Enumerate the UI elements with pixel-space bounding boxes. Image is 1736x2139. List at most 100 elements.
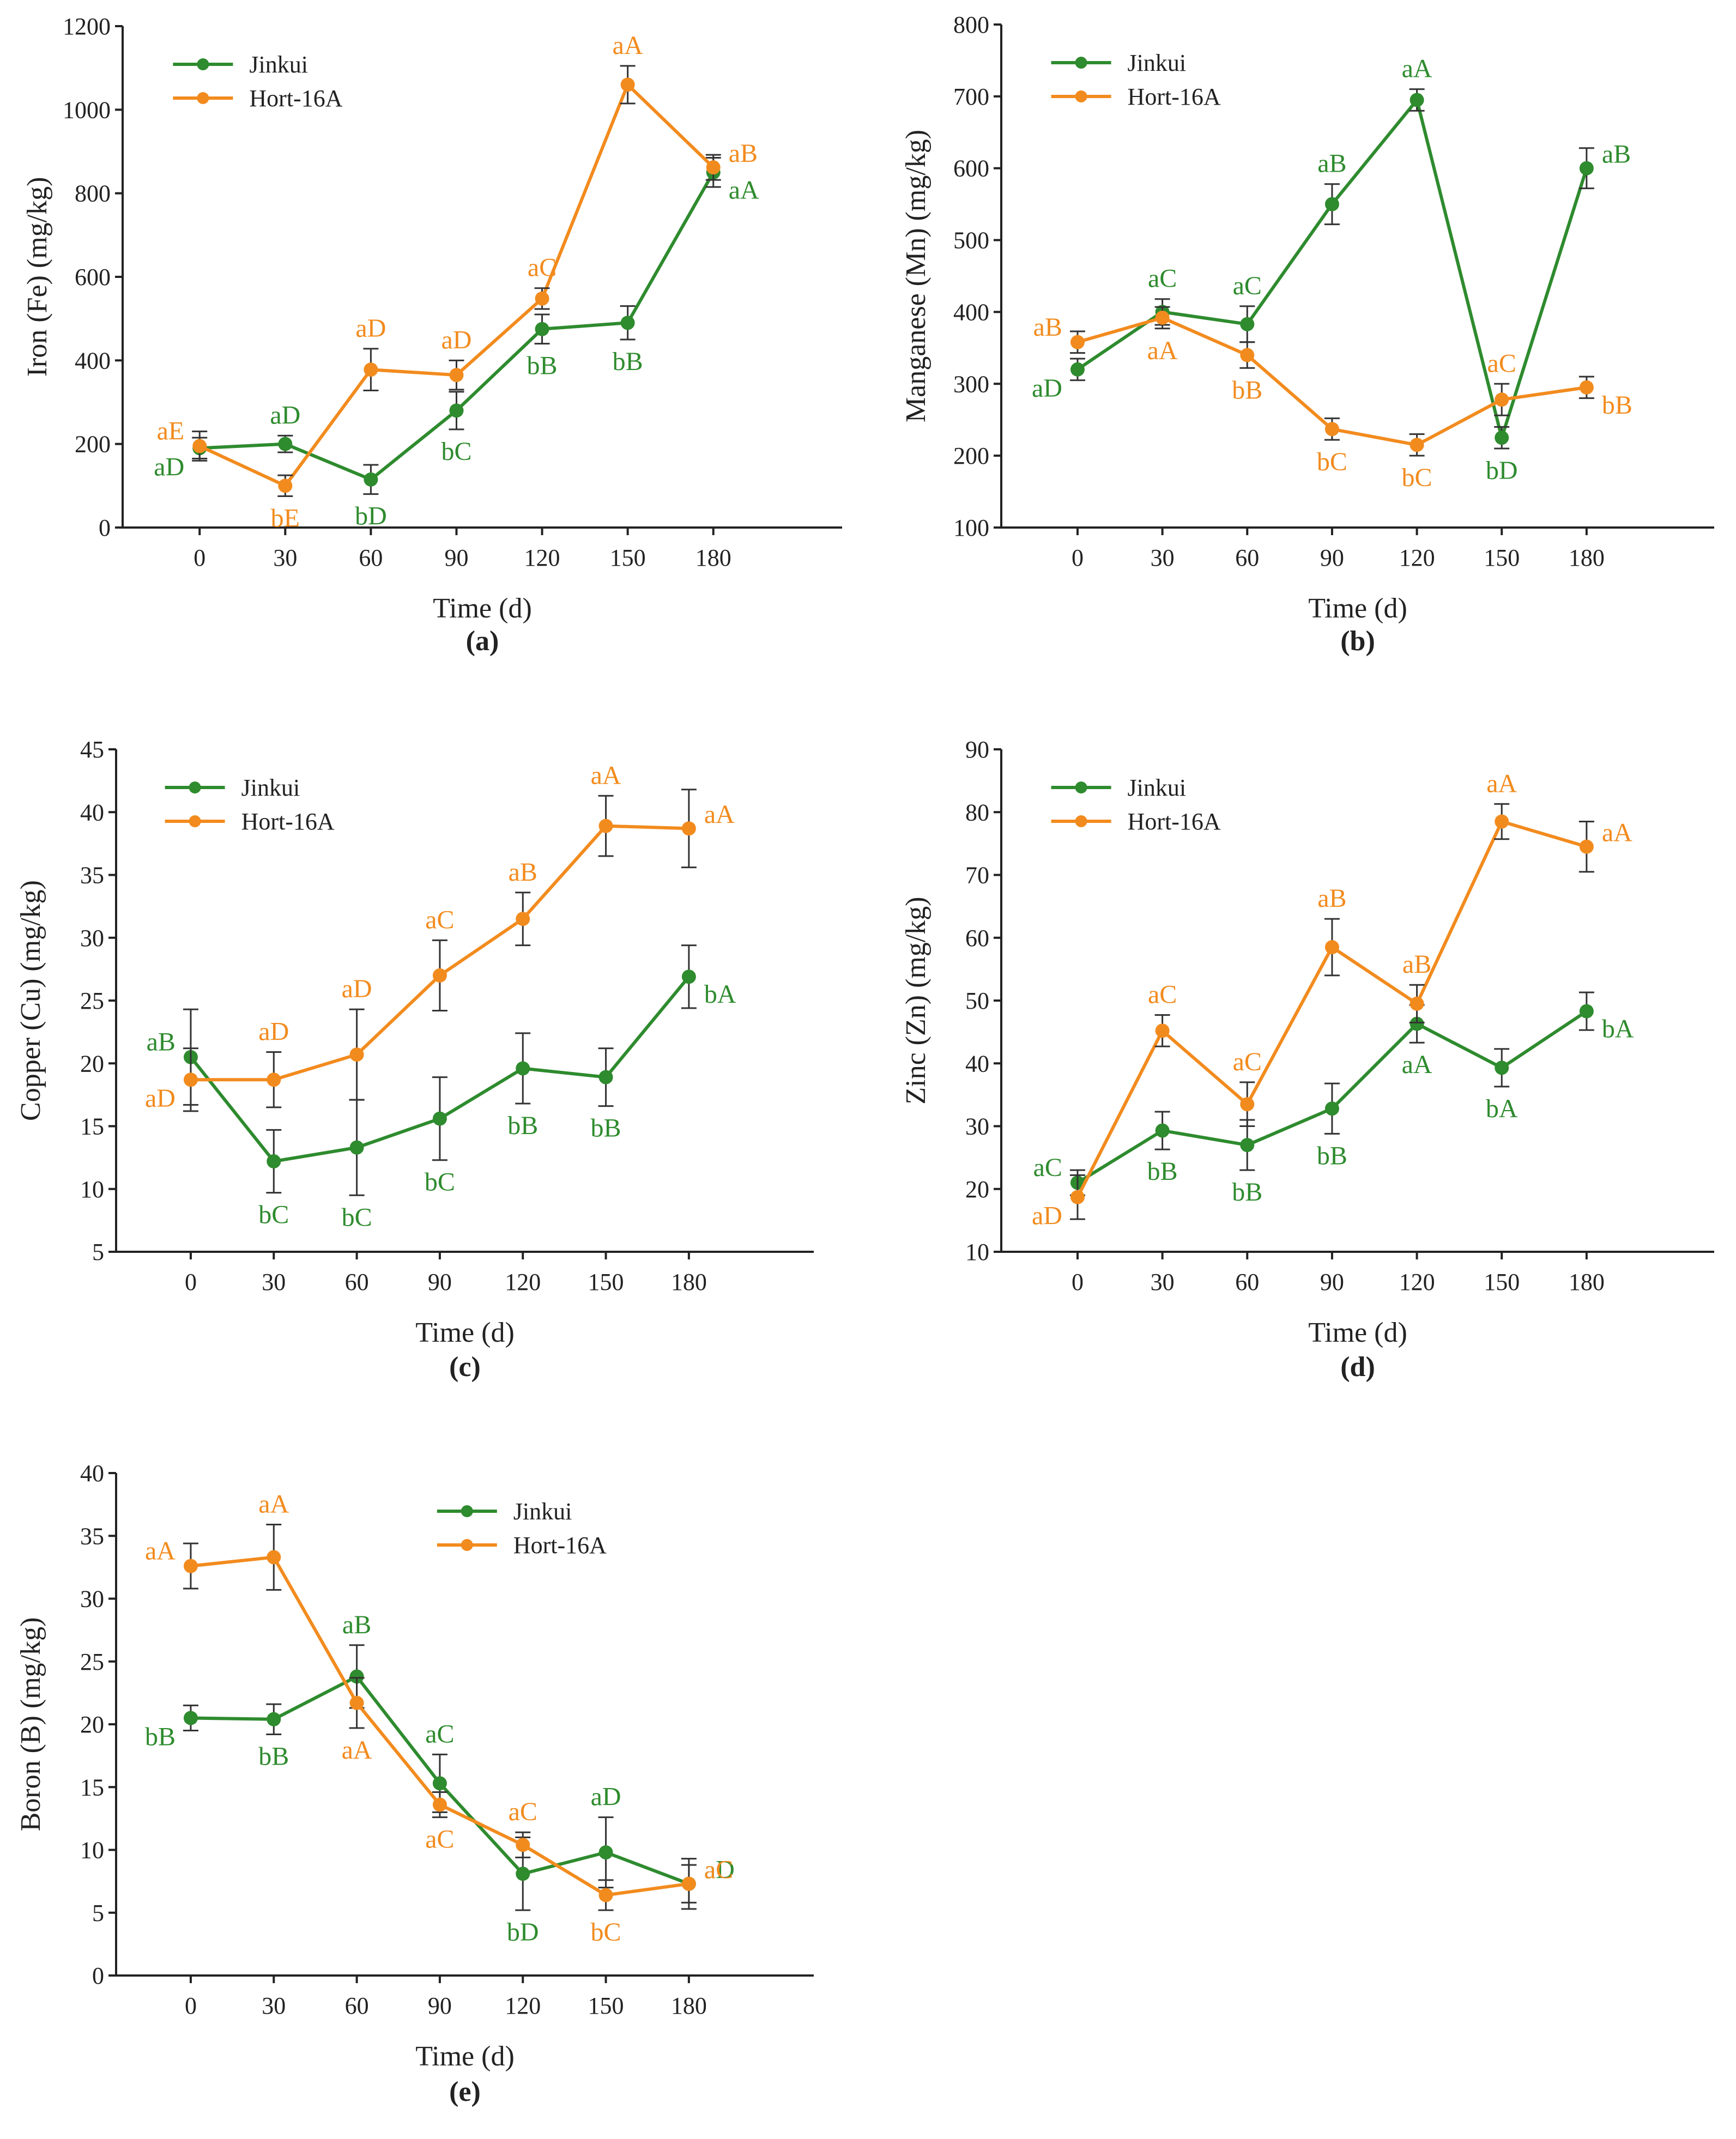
data-point bbox=[1410, 1016, 1424, 1031]
data-annotation: bB bbox=[527, 352, 558, 380]
y-tick-label: 15 bbox=[80, 1113, 104, 1140]
panel-label: (b) bbox=[1340, 626, 1375, 657]
data-point bbox=[1495, 1061, 1509, 1075]
data-annotation: aB bbox=[509, 858, 537, 887]
data-annotation: bC bbox=[591, 1918, 621, 1947]
x-tick-label: 180 bbox=[1569, 1269, 1605, 1295]
data-annotation: aA bbox=[258, 1490, 289, 1519]
x-tick-label: 90 bbox=[1320, 1269, 1344, 1295]
x-tick-label: 90 bbox=[1320, 544, 1344, 571]
data-annotation: aB bbox=[729, 139, 758, 168]
data-point bbox=[681, 821, 696, 836]
legend-marker bbox=[1075, 57, 1087, 69]
x-tick-label: 30 bbox=[262, 1992, 286, 2019]
data-point bbox=[1324, 422, 1339, 437]
y-axis-title: Boron (B) (mg/kg) bbox=[15, 1617, 46, 1832]
data-annotation: aA bbox=[1486, 769, 1517, 798]
legend-marker bbox=[197, 58, 209, 70]
data-annotation: aD bbox=[154, 452, 184, 481]
y-tick-label: 800 bbox=[75, 180, 111, 207]
y-tick-label: 300 bbox=[953, 371, 989, 397]
data-point bbox=[349, 1047, 364, 1062]
legend-label: Jinkui bbox=[1128, 50, 1187, 76]
legend-item-jinkui: Jinkui bbox=[165, 774, 300, 801]
panel-label: (c) bbox=[449, 1352, 481, 1383]
data-point bbox=[267, 1712, 281, 1726]
data-point bbox=[1324, 197, 1339, 211]
data-point bbox=[1070, 1190, 1085, 1204]
data-annotation: aD bbox=[1032, 1202, 1062, 1231]
data-point bbox=[598, 819, 613, 833]
x-tick-label: 150 bbox=[1484, 1269, 1520, 1295]
data-annotation: aD bbox=[355, 314, 386, 343]
legend-marker bbox=[461, 1539, 473, 1551]
y-tick-label: 90 bbox=[965, 736, 989, 763]
series-hort-16a: aB aA bB bC bC aC bB bbox=[1033, 306, 1632, 492]
data-annotation: bB bbox=[507, 1111, 538, 1140]
y-tick-label: 1000 bbox=[63, 96, 111, 123]
x-tick-label: 120 bbox=[1399, 544, 1435, 571]
data-point bbox=[183, 1072, 198, 1087]
data-point bbox=[183, 1559, 198, 1573]
legend-marker bbox=[189, 815, 201, 827]
data-point bbox=[278, 437, 293, 451]
x-tick-label: 60 bbox=[1235, 1269, 1259, 1295]
data-annotation: bB bbox=[258, 1742, 289, 1771]
chart-panel-a: 0 200 400 600 800 1000 1200 0 30 60 90 120 150 180 Tim… bbox=[22, 13, 842, 657]
data-point bbox=[349, 1669, 364, 1684]
x-axis-title: Time (d) bbox=[433, 593, 532, 624]
legend-label: Jinkui bbox=[513, 1498, 572, 1525]
y-tick-label: 15 bbox=[80, 1774, 104, 1801]
y-axis-title: Manganese (Mn) (mg/kg) bbox=[900, 130, 931, 422]
data-annotation: aC bbox=[425, 905, 454, 934]
y-tick-label: 80 bbox=[965, 799, 989, 826]
series-hort-16a: aA aA aA aC aC bC aC bbox=[145, 1490, 733, 1947]
x-tick-label: 0 bbox=[1072, 544, 1084, 571]
y-axis-title: Zinc (Zn) (mg/kg) bbox=[900, 896, 931, 1104]
data-annotation: aA bbox=[342, 1736, 372, 1765]
data-point bbox=[1410, 996, 1424, 1011]
data-point bbox=[449, 403, 464, 418]
y-tick-label: 10 bbox=[80, 1837, 104, 1864]
data-point bbox=[598, 1070, 613, 1084]
data-annotation: aB bbox=[147, 1028, 176, 1057]
series-jinkui: aC bB bB bB aA bA bA bbox=[1033, 991, 1634, 1207]
x-tick-label: 120 bbox=[524, 544, 560, 571]
legend-label: Hort-16A bbox=[249, 85, 342, 112]
data-annotation: bC bbox=[441, 437, 471, 466]
legend-label: Hort-16A bbox=[241, 808, 335, 835]
data-point bbox=[1495, 814, 1509, 829]
data-annotation: aB bbox=[1317, 884, 1346, 913]
legend-label: Hort-16A bbox=[513, 1532, 607, 1559]
data-annotation: aC bbox=[425, 1825, 454, 1854]
x-tick-label: 120 bbox=[505, 1992, 541, 2019]
data-annotation: aA bbox=[1402, 54, 1432, 83]
series-jinkui: aB bC bC bC bB bB bA bbox=[147, 944, 736, 1232]
y-axis-title: Iron (Fe) (mg/kg) bbox=[22, 177, 53, 377]
data-point bbox=[1070, 362, 1085, 377]
data-point bbox=[349, 1140, 364, 1155]
y-tick-label: 35 bbox=[80, 1523, 104, 1549]
y-tick-label: 400 bbox=[75, 347, 111, 374]
y-tick-label: 700 bbox=[953, 83, 989, 110]
data-annotation: bB bbox=[1232, 1178, 1262, 1207]
data-point bbox=[620, 316, 635, 330]
data-point bbox=[535, 291, 549, 306]
legend-item-hort-16a: Hort-16A bbox=[165, 808, 335, 835]
data-point bbox=[598, 1845, 613, 1860]
y-tick-label: 45 bbox=[80, 736, 104, 763]
data-point bbox=[432, 1111, 447, 1126]
data-point bbox=[1240, 1138, 1255, 1153]
x-axis-title: Time (d) bbox=[415, 2041, 515, 2072]
data-annotation: bB bbox=[145, 1722, 176, 1751]
legend-item-hort-16a: Hort-16A bbox=[1051, 83, 1221, 110]
data-annotation: aB bbox=[1317, 149, 1346, 178]
data-point bbox=[516, 912, 530, 926]
data-point bbox=[1155, 310, 1170, 325]
data-point bbox=[535, 322, 549, 336]
data-point bbox=[1579, 161, 1594, 175]
data-point bbox=[1240, 317, 1255, 331]
x-axis-title: Time (d) bbox=[415, 1317, 515, 1348]
x-tick-label: 180 bbox=[671, 1992, 707, 2019]
y-tick-label: 5 bbox=[92, 1900, 104, 1926]
